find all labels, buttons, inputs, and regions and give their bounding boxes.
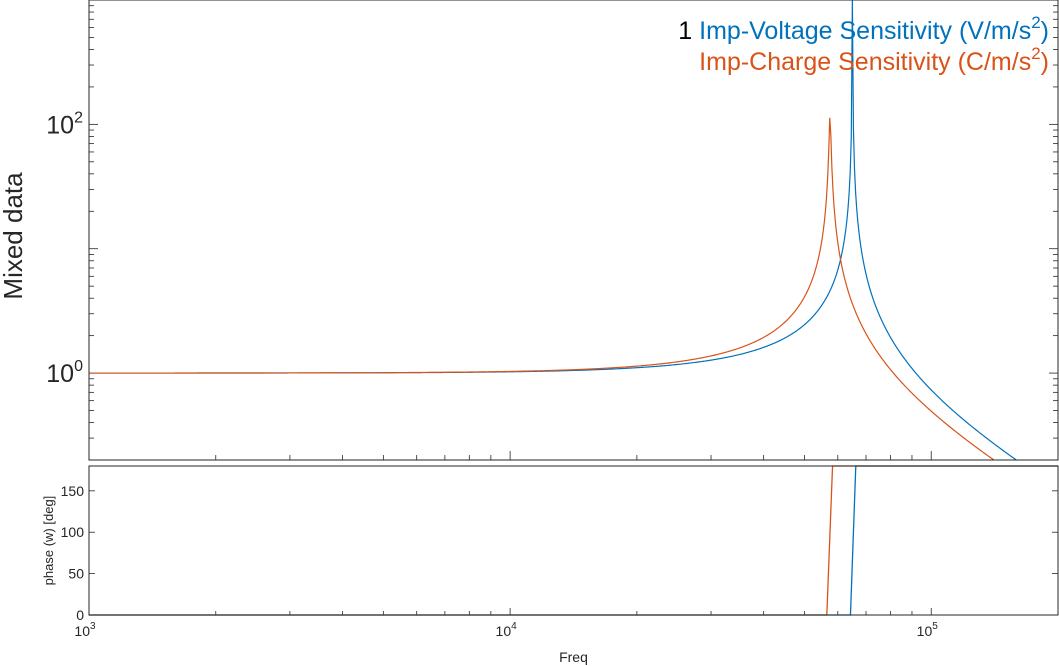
phase-x-tick-label: 105 xyxy=(917,621,939,639)
phase-plot-area xyxy=(89,466,1058,615)
magnitude-y-ticks: 100 102 xyxy=(46,5,1058,461)
magnitude-y-label: Mixed data xyxy=(0,172,28,300)
magnitude-y-tick-label: 100 xyxy=(46,358,83,388)
phase-y-tick-label: 50 xyxy=(68,566,84,582)
phase-x-label: Freq xyxy=(559,649,588,665)
magnitude-axes-box xyxy=(88,0,1059,461)
magnitude-panel: 100 102 Mixed data 1 Imp-Voltage Sensitivit… xyxy=(0,0,1059,461)
phase-y-label: phase (w) [deg] xyxy=(41,496,56,586)
phase-y-tick-label: 0 xyxy=(76,607,84,623)
phase-y-tick-label: 150 xyxy=(61,483,85,499)
phase-x-tick-label: 104 xyxy=(496,621,518,639)
legend-entry-charge: Imp-Charge Sensitivity (C/m/s2) xyxy=(699,44,1049,76)
phase-panel: 103 104 105 0 50 100 150 phase (w) [deg] Freq xyxy=(41,465,1059,665)
magnitude-plot-area xyxy=(89,0,1058,460)
legend-entry-voltage: 1 Imp-Voltage Sensitivity (V/m/s2) xyxy=(678,13,1049,45)
phase-x-tick-label: 103 xyxy=(74,621,96,639)
phase-y-tick-label: 100 xyxy=(61,524,85,540)
magnitude-series-line-charge xyxy=(89,117,995,460)
magnitude-y-tick-label: 102 xyxy=(46,109,83,139)
phase-y-ticks: 0 50 100 150 xyxy=(61,483,1058,623)
phase-axes-box xyxy=(88,465,1059,616)
legend: 1 Imp-Voltage Sensitivity (V/m/s2)Imp-Ch… xyxy=(678,13,1049,76)
